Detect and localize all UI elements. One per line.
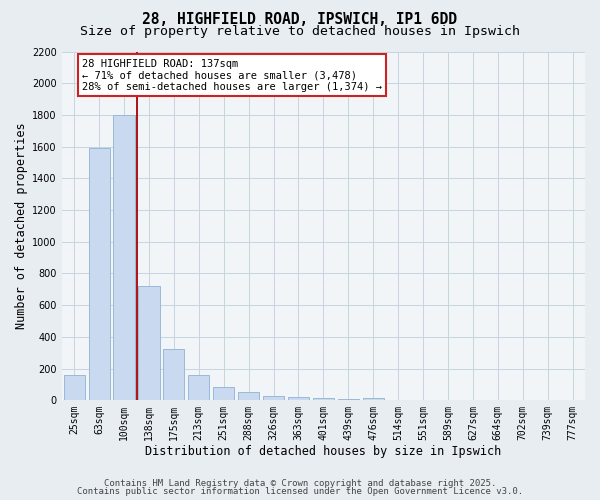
Text: Contains public sector information licensed under the Open Government Licence v3: Contains public sector information licen… <box>77 487 523 496</box>
Bar <box>139 286 160 400</box>
X-axis label: Distribution of detached houses by size in Ipswich: Distribution of detached houses by size … <box>145 444 502 458</box>
Bar <box>313 398 334 400</box>
Y-axis label: Number of detached properties: Number of detached properties <box>15 122 28 329</box>
Bar <box>213 386 235 400</box>
Bar <box>188 375 209 400</box>
Bar <box>113 115 134 400</box>
Text: 28 HIGHFIELD ROAD: 137sqm
← 71% of detached houses are smaller (3,478)
28% of se: 28 HIGHFIELD ROAD: 137sqm ← 71% of detac… <box>82 58 382 92</box>
Bar <box>64 375 85 400</box>
Bar <box>163 350 184 400</box>
Bar <box>288 397 309 400</box>
Bar <box>89 148 110 400</box>
Bar <box>362 398 384 400</box>
Text: 28, HIGHFIELD ROAD, IPSWICH, IP1 6DD: 28, HIGHFIELD ROAD, IPSWICH, IP1 6DD <box>143 12 458 28</box>
Text: Contains HM Land Registry data © Crown copyright and database right 2025.: Contains HM Land Registry data © Crown c… <box>104 478 496 488</box>
Bar <box>238 392 259 400</box>
Bar <box>263 396 284 400</box>
Text: Size of property relative to detached houses in Ipswich: Size of property relative to detached ho… <box>80 25 520 38</box>
